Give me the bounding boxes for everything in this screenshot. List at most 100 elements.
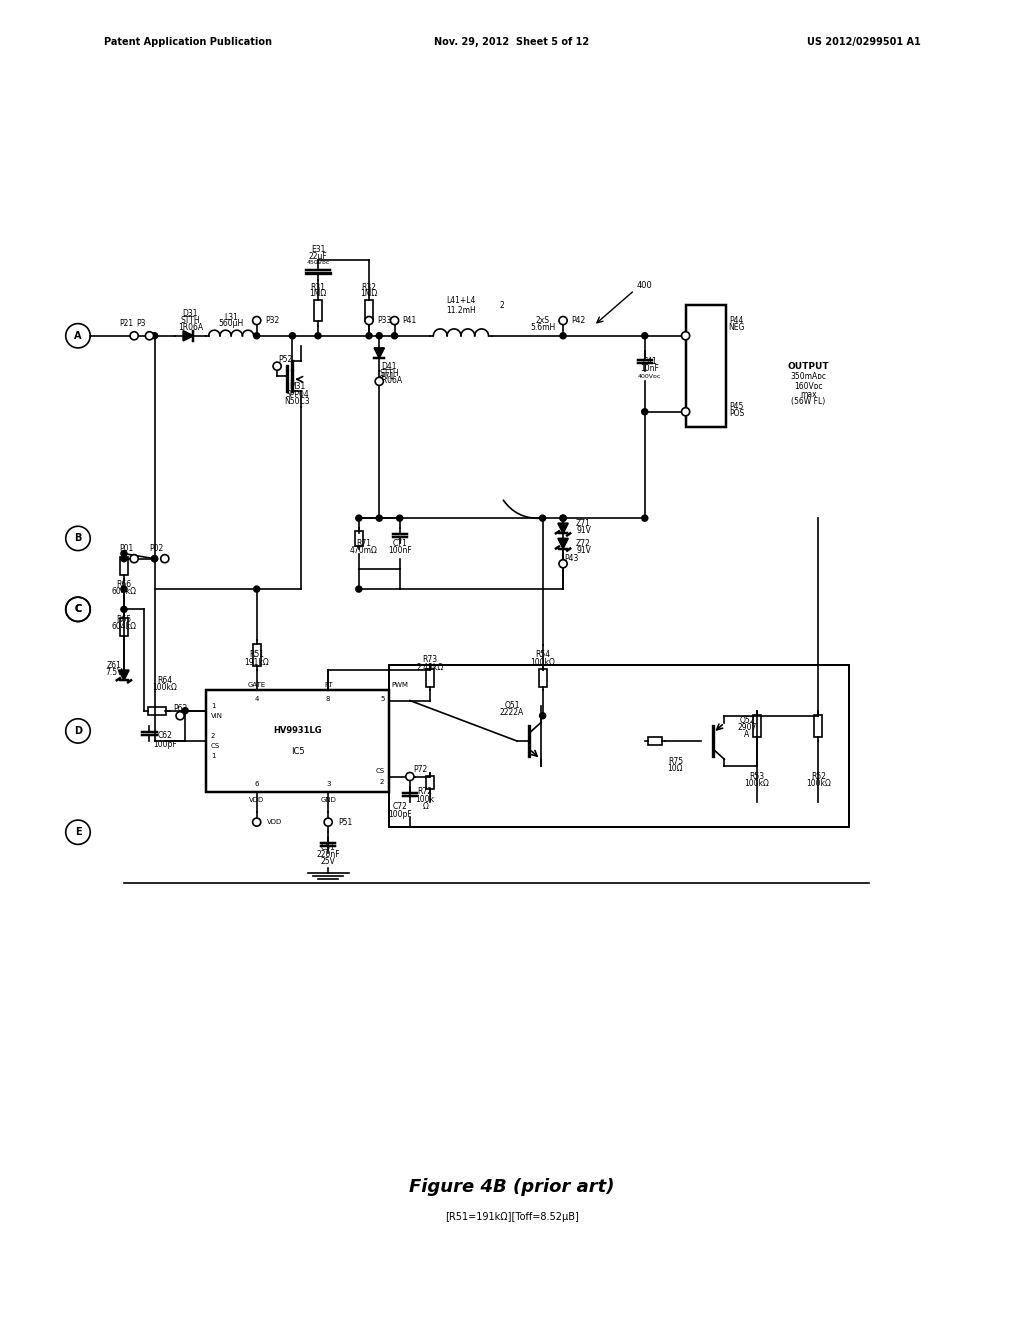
Text: N50C3: N50C3 [285, 397, 310, 407]
Circle shape [376, 515, 382, 521]
Polygon shape [119, 671, 129, 680]
Text: CS: CS [375, 768, 384, 775]
Text: 100kΩ: 100kΩ [806, 779, 830, 788]
Text: R72: R72 [418, 787, 433, 796]
Text: 160Vᴅᴄ: 160Vᴅᴄ [794, 381, 822, 391]
Text: 100kΩ: 100kΩ [530, 657, 555, 667]
Circle shape [254, 586, 260, 593]
Text: Z61: Z61 [106, 660, 121, 669]
Bar [365, 300, 373, 321]
Text: R54: R54 [536, 651, 550, 660]
Text: POS: POS [729, 409, 744, 418]
Text: R66: R66 [117, 579, 131, 589]
Text: 2: 2 [380, 779, 384, 784]
Text: Nov. 29, 2012  Sheet 5 of 12: Nov. 29, 2012 Sheet 5 of 12 [434, 37, 590, 48]
Text: P51: P51 [338, 817, 352, 826]
Text: D31: D31 [182, 309, 198, 318]
Text: 5.6mH: 5.6mH [530, 323, 555, 333]
Text: C: C [75, 605, 82, 614]
Text: P32: P32 [265, 315, 280, 325]
Text: 25V: 25V [321, 857, 336, 866]
Text: P02: P02 [150, 544, 164, 553]
Circle shape [176, 711, 184, 719]
Text: 22μF: 22μF [308, 252, 328, 261]
Text: STTH: STTH [380, 368, 399, 378]
Text: D: D [74, 726, 82, 737]
Circle shape [682, 408, 690, 416]
Text: Q52: Q52 [739, 717, 755, 725]
Bar [753, 715, 761, 737]
Text: A: A [744, 730, 750, 739]
Circle shape [559, 560, 567, 568]
Circle shape [152, 556, 158, 562]
Text: C41: C41 [642, 356, 657, 366]
Text: Q51: Q51 [504, 701, 520, 710]
Text: 3: 3 [326, 780, 331, 787]
Text: 11.2mH: 11.2mH [446, 306, 476, 315]
Text: 191kΩ: 191kΩ [245, 657, 269, 667]
Circle shape [121, 606, 127, 612]
Text: 1: 1 [211, 754, 215, 759]
Text: Z72: Z72 [577, 539, 591, 548]
Circle shape [324, 818, 332, 826]
Polygon shape [374, 348, 384, 358]
Text: R65: R65 [117, 615, 131, 624]
Text: (56W FL): (56W FL) [791, 397, 825, 407]
Circle shape [130, 554, 138, 562]
Text: 2xS: 2xS [536, 315, 550, 325]
Text: 2: 2 [211, 733, 215, 739]
Text: C72: C72 [392, 803, 408, 812]
Circle shape [642, 409, 648, 414]
Circle shape [355, 586, 361, 593]
Text: 91V: 91V [577, 546, 591, 556]
Text: VIN: VIN [211, 713, 223, 718]
Text: 400: 400 [637, 281, 652, 289]
Polygon shape [183, 331, 194, 341]
Text: 1R06A: 1R06A [178, 323, 203, 333]
Circle shape [121, 586, 127, 593]
Circle shape [365, 317, 373, 325]
Text: 5: 5 [380, 696, 384, 701]
Circle shape [682, 331, 690, 339]
Text: R31: R31 [310, 282, 326, 292]
Circle shape [253, 317, 261, 325]
Text: RT: RT [324, 682, 333, 688]
Text: B: B [75, 533, 82, 544]
Text: 10Ω: 10Ω [668, 764, 683, 774]
Text: GND: GND [321, 797, 336, 803]
Text: P72: P72 [413, 764, 427, 774]
Text: HV9931LG: HV9931LG [273, 726, 322, 735]
Text: PWM: PWM [391, 682, 409, 688]
Text: P52: P52 [279, 355, 293, 363]
Circle shape [540, 515, 546, 521]
Text: P21: P21 [119, 319, 133, 329]
Text: 6: 6 [254, 780, 259, 787]
Text: A: A [74, 331, 82, 341]
Text: 7.5V: 7.5V [105, 668, 123, 677]
Circle shape [161, 554, 169, 562]
Text: 1R06A: 1R06A [377, 376, 402, 385]
Text: NEG: NEG [728, 323, 744, 333]
Circle shape [254, 333, 260, 339]
Text: VDD: VDD [267, 820, 283, 825]
Text: P3: P3 [136, 319, 146, 329]
Text: R64: R64 [158, 676, 172, 685]
Bar [253, 644, 261, 665]
Circle shape [642, 333, 648, 339]
Circle shape [376, 333, 382, 339]
Circle shape [152, 333, 158, 339]
Text: P43: P43 [564, 554, 579, 564]
Circle shape [355, 515, 361, 521]
Text: E: E [75, 828, 81, 837]
Text: 350mAᴅᴄ: 350mAᴅᴄ [791, 372, 826, 380]
Circle shape [182, 708, 188, 714]
Circle shape [121, 550, 127, 557]
Text: 2: 2 [500, 301, 504, 310]
Circle shape [396, 515, 402, 521]
Text: 1: 1 [211, 702, 215, 709]
Text: E31: E31 [310, 246, 326, 255]
Text: P71: P71 [380, 372, 394, 380]
Text: Figure 4B (prior art): Figure 4B (prior art) [410, 1177, 614, 1196]
Text: R75: R75 [668, 756, 683, 766]
Bar [648, 737, 663, 744]
